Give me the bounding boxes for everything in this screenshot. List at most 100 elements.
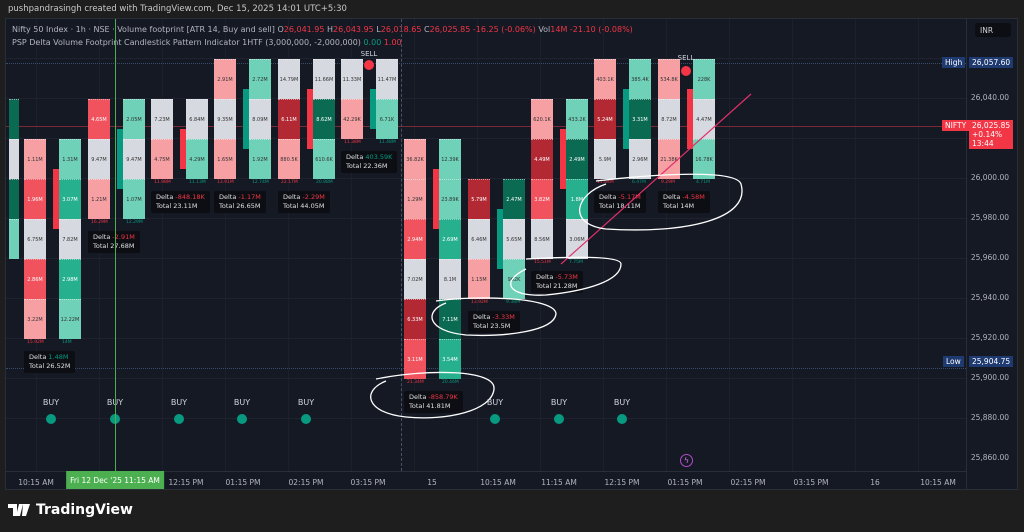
buy-volume-cell: 6.71K <box>376 99 398 139</box>
buy-signal-dot[interactable] <box>174 414 184 424</box>
last-price: 26,025.85 <box>972 121 1011 130</box>
price-tick: 26,040.00 <box>970 93 1009 102</box>
lightning-event-icon[interactable]: ϟ <box>680 454 693 467</box>
sell-volume-cell: 9.35M <box>214 99 236 139</box>
sell-volume-cell: 4.49M <box>531 139 553 179</box>
sell-volume-cell: 6.46M <box>468 219 490 259</box>
trend-line[interactable] <box>560 93 752 265</box>
grid-line <box>729 19 730 471</box>
buy-signal-label: BUY <box>613 398 631 407</box>
buy-volume-cell: 433.2K <box>566 99 588 139</box>
grid-line <box>855 19 856 471</box>
total-label: Total <box>93 242 111 250</box>
total-label: Total <box>219 202 237 210</box>
sell-volume-cell: 1.21M <box>88 179 110 219</box>
buy-volume-cell: 11.66M <box>313 59 335 99</box>
price-tick: 25,980.00 <box>970 213 1009 222</box>
candle-body <box>433 169 439 229</box>
candle-body <box>623 89 629 149</box>
buy-volume-cell: 2.96M <box>629 139 651 179</box>
candle-body <box>117 129 123 189</box>
sell-volume-cell: 6.75M <box>24 219 46 259</box>
buy-volume-cell: 2.98M <box>59 259 81 299</box>
buy-volume-cell: 3.06M <box>566 219 588 259</box>
grid-line <box>6 418 966 419</box>
delta-label: Delta <box>663 193 683 201</box>
buy-volume-cell: 9.47M <box>123 139 145 179</box>
delta-summary-box: Delta -848.18K Total 23.11M <box>151 191 210 213</box>
sell-volume-cell: 1.29M <box>404 179 426 219</box>
buy-volume-cell: 1.31M <box>59 139 81 179</box>
sell-signal-dot[interactable] <box>364 60 374 70</box>
buy-total-label: 12.74M <box>252 180 269 185</box>
time-axis[interactable]: 10:15 AM 12:15 PM 01:15 PM 02:15 PM 03:15 PM… <box>6 471 966 489</box>
total-label: Total <box>346 162 364 170</box>
delta-summary-box: Delta -5.73M Total 21.28M <box>531 271 583 293</box>
buy-volume-cell: 12.39K <box>439 139 461 179</box>
buy-volume-cell: 3.31M <box>629 99 651 139</box>
buy-volume-cell: 2.72M <box>249 59 271 99</box>
time-tick: 01:15 PM <box>667 478 703 487</box>
buy-signal-dot[interactable] <box>301 414 311 424</box>
buy-volume-cell: 2.69M <box>439 219 461 259</box>
delta-summary-box: Delta -3.33M Total 23.5M <box>468 311 520 333</box>
sell-signal-label: SELL <box>360 50 378 58</box>
grid-line <box>162 19 163 471</box>
sell-total-label: 22.17M <box>281 180 298 185</box>
time-tick: 11:15 AM <box>541 478 577 487</box>
total-value: 18.11M <box>616 202 641 210</box>
drawn-ellipse[interactable] <box>431 297 557 336</box>
sell-volume-cell: 11.33M <box>341 59 363 99</box>
delta-value: -1.17M <box>238 193 261 201</box>
buy-signal-dot[interactable] <box>617 414 627 424</box>
crosshair-time-label: Fri 12 Dec '25 11:15 AM <box>66 471 164 489</box>
buy-volume-cell: 8.1M <box>439 259 461 299</box>
price-tick: 25,960.00 <box>970 253 1009 262</box>
buy-total-label: 6.47M <box>632 180 646 185</box>
sell-total-label: 13.91M <box>217 180 234 185</box>
sell-volume-cell <box>9 99 19 139</box>
chart-panel[interactable]: Nifty 50 Index · 1h · NSE · Volume footp… <box>5 18 1018 490</box>
buy-signal-dot[interactable] <box>490 414 500 424</box>
sell-volume-cell: 1.65M <box>214 139 236 179</box>
low-label: L <box>376 25 381 34</box>
buy-total-label: 4.71M <box>696 180 710 185</box>
grid-line <box>6 338 966 339</box>
indicator-name[interactable]: PSP Delta Volume Footprint Candlestick P… <box>12 38 361 47</box>
tradingview-logo[interactable]: TradingView <box>8 502 133 518</box>
buy-volume-cell: 610.6K <box>313 139 335 179</box>
candle-body <box>370 89 376 129</box>
buy-total-label: 12.29M <box>126 220 143 225</box>
buy-volume-cell: 8.09M <box>249 99 271 139</box>
buy-signal-dot[interactable] <box>46 414 56 424</box>
low-line <box>6 368 966 369</box>
low-price-value: 25,904.75 <box>969 356 1014 367</box>
drawn-ellipse[interactable] <box>370 371 495 419</box>
currency-button[interactable]: INR <box>975 23 1011 37</box>
drawn-ellipse[interactable] <box>578 173 743 231</box>
session-break-line <box>401 19 402 471</box>
sell-signal-dot[interactable] <box>681 66 691 76</box>
legend-symbol[interactable]: Nifty 50 Index · 1h · NSE · Volume footp… <box>12 25 275 34</box>
buy-signal-dot[interactable] <box>554 414 564 424</box>
time-tick: 02:15 PM <box>730 478 766 487</box>
total-value: 44.05M <box>300 202 325 210</box>
total-value: 27.68M <box>110 242 135 250</box>
drawn-ellipse[interactable] <box>510 256 622 296</box>
total-label: Total <box>536 282 554 290</box>
last-change: +0.14% <box>972 130 1003 139</box>
buy-volume-cell: 4.47M <box>693 99 715 139</box>
high-value: 26,043.95 <box>333 25 374 34</box>
chart-credit: pushpandrasingh created with TradingView… <box>8 4 347 14</box>
sell-total-label: 21.34M <box>407 380 424 385</box>
delta-label: Delta <box>29 353 49 361</box>
delta-value: -5.17M <box>618 193 641 201</box>
buy-total-label: 11.48M <box>379 140 396 145</box>
price-axis[interactable]: INR 26,040.00 26,000.00 25,980.00 25,960.00… <box>942 19 1017 489</box>
buy-volume-cell: 16.78K <box>693 139 715 179</box>
change-value: -16.25 (-0.06%) <box>472 25 536 34</box>
volume-change: -21.10 (-0.08%) <box>569 25 633 34</box>
symbol-label: NIFTY <box>942 120 970 131</box>
delta-label: Delta <box>156 193 176 201</box>
buy-signal-dot[interactable] <box>237 414 247 424</box>
